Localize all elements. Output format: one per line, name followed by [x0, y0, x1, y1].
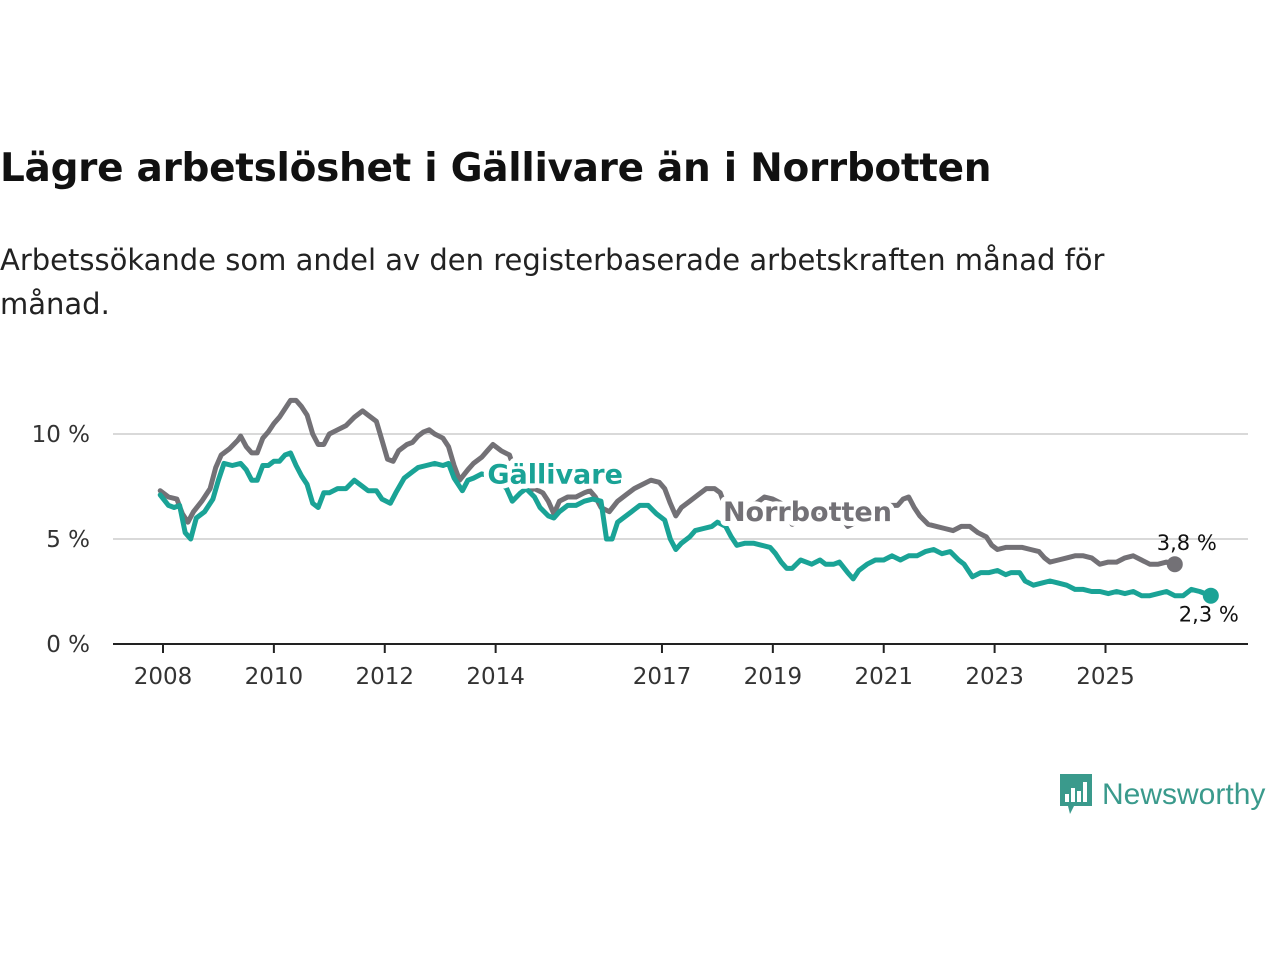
series-line-norrbotten — [157, 397, 1178, 567]
series-end-point — [1166, 556, 1183, 573]
chart-title: Lägre arbetslöshet i Gällivare än i Norr… — [0, 146, 992, 191]
x-tick-label: 2010 — [245, 664, 304, 690]
series-line-gllivare — [157, 450, 1214, 599]
x-tick-label: 2014 — [466, 664, 525, 690]
series-lines — [157, 397, 1219, 604]
x-tick-label: 2008 — [134, 664, 193, 690]
x-tick-label: 2021 — [854, 664, 913, 690]
x-tick-label: 2012 — [355, 664, 414, 690]
newsworthy-brand[interactable]: Newsworthy — [1058, 772, 1265, 818]
x-tick-label: 2019 — [744, 664, 803, 690]
brand-name: Newsworthy — [1102, 778, 1266, 811]
series-label-gallivare-halo: Gällivare — [487, 459, 623, 490]
series-labels: GällivareGällivareNorrbottenNorrbotten3,… — [482, 454, 1239, 627]
y-tick-label: 10 % — [32, 422, 90, 448]
y-axis: 0 % 5 % 10 % — [32, 422, 90, 658]
x-axis: 2008 2010 2012 2014 2017 2019 2021 2023 2025 — [113, 643, 1248, 690]
chart-subtitle: Arbetssökande som andel av den registerb… — [0, 243, 1105, 321]
series-label-norrbotten: Norrbotten — [723, 497, 892, 528]
series-label-norrbotten-halo: Norrbotten — [723, 497, 892, 528]
newsworthy-logo-icon — [1060, 774, 1092, 814]
grid-lines — [113, 433, 1248, 540]
series-end-point — [1202, 587, 1219, 604]
end-value-gallivare: 2,3 % — [1179, 603, 1239, 627]
x-tick-label: 2025 — [1076, 664, 1135, 690]
y-tick-label: 0 % — [46, 632, 90, 658]
end-value-norrbotten: 3,8 % — [1157, 531, 1217, 555]
x-tick-label: 2017 — [633, 664, 692, 690]
series-label-gallivare: Gällivare — [487, 459, 623, 490]
x-tick-label: 2023 — [965, 664, 1024, 690]
y-tick-label: 5 % — [46, 527, 90, 553]
